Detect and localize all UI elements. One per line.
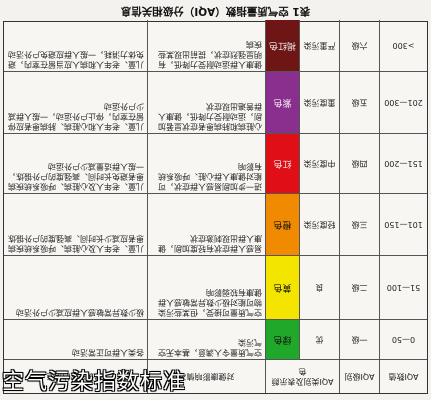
header-aqi-value: AQI数值: [379, 360, 427, 393]
aqi-range: 201—300: [379, 72, 427, 133]
advice: 各类人群可正常活动: [72, 348, 144, 357]
advice: 极少数异常敏感人群应减少户外活动: [16, 308, 144, 317]
aqi-range: 0—50: [379, 320, 427, 359]
aqi-level: 三级: [339, 194, 379, 255]
header-aqi-category: AQI类别及表示颜色: [265, 360, 339, 393]
aqi-color-swatch: 红色: [265, 134, 299, 193]
table-row: 151—200 四级 中度污染 红色 进一步加剧易感人群症状，可能对健康人群心脏…: [4, 133, 427, 193]
aqi-color-swatch: 黄色: [265, 256, 299, 319]
aqi-level: 五级: [339, 72, 379, 133]
aqi-color-swatch: 绿色: [265, 320, 299, 359]
table-row: 101—150 三级 轻度污染 橙色 易感人群症状有轻度加剧，健康人群出现刺激症…: [4, 193, 427, 255]
health-impact: 易感人群症状有轻度加剧，健康人群出现刺激症状: [147, 194, 265, 255]
aqi-level: 四级: [339, 134, 379, 193]
image-caption: 空气污染指数标准: [2, 370, 187, 395]
table-row: 0—50 一级 优 绿色 空气质量令人满意，基本无空气污染 各类人群可正常活动: [4, 319, 427, 359]
aqi-range: >300: [379, 20, 427, 71]
aqi-table: AQI数值 AQI级别 AQI类别及表示颜色 对健康影响情况 建议采取的措施 0…: [3, 20, 428, 394]
table-row: >300 六级 严重污染 褐红色 健康人群运动耐受力降低，有明显强烈症状，提前出…: [4, 20, 427, 71]
aqi-level: 六级: [339, 20, 379, 71]
aqi-range: 51—100: [379, 256, 427, 319]
table-row: 51—100 二级 良 黄色 空气质量可接受，但某些污染物可能对极少数异常敏感人…: [4, 255, 427, 319]
aqi-category: 重度污染: [299, 72, 339, 133]
advice: 儿童、老年人和病人应当留在室内，避免体力消耗，一般人群应避免户外活动: [8, 50, 144, 69]
aqi-category: 严重污染: [299, 20, 339, 71]
aqi-color-swatch: 褐红色: [265, 20, 299, 71]
health-impact: 空气质量可接受，但某些污染物可能对极少数异常敏感人群健康有较弱影响: [147, 256, 265, 319]
aqi-range: 151—200: [379, 134, 427, 193]
advice: 儿童、老年人和心脏病、肺病患者应停留在室内，停止户外运动，一般人群减少户外运动: [8, 102, 144, 131]
header-aqi-level: AQI级别: [339, 360, 379, 393]
table-title: 表1 空气质量指数（AQI）分级相关信息: [120, 5, 311, 17]
aqi-category: 良: [299, 256, 339, 319]
aqi-category: 中度污染: [299, 134, 339, 193]
advice: 儿童、老年人及心脏病、呼吸系统疾病患者避免长时间、高强度的户外锻炼，一般人群适量…: [8, 162, 144, 191]
aqi-color-swatch: 紫色: [265, 72, 299, 133]
table-row: 201—300 五级 重度污染 紫色 心脏病和肺病患者症状显著加剧，运动耐受力降…: [4, 71, 427, 133]
aqi-range: 101—150: [379, 194, 427, 255]
aqi-level: 一级: [339, 320, 379, 359]
health-impact: 心脏病和肺病患者症状显著加剧，运动耐受力降低，健康人群普遍出现症状: [147, 72, 265, 133]
health-impact: 空气质量令人满意，基本无空气污染: [147, 320, 265, 359]
aqi-category: 轻度污染: [299, 194, 339, 255]
aqi-level: 二级: [339, 256, 379, 319]
health-impact: 进一步加剧易感人群症状，可能对健康人群心脏、呼吸系统有影响: [147, 134, 265, 193]
advice: 儿童、老年人及心脏病、呼吸系统疾病患者应减少长时间、高强度的户外锻炼: [8, 234, 144, 253]
aqi-category: 优: [299, 320, 339, 359]
health-impact: 健康人群运动耐受力降低，有明显强烈症状，提前出现某些疾病: [147, 20, 265, 71]
aqi-color-swatch: 橙色: [265, 194, 299, 255]
